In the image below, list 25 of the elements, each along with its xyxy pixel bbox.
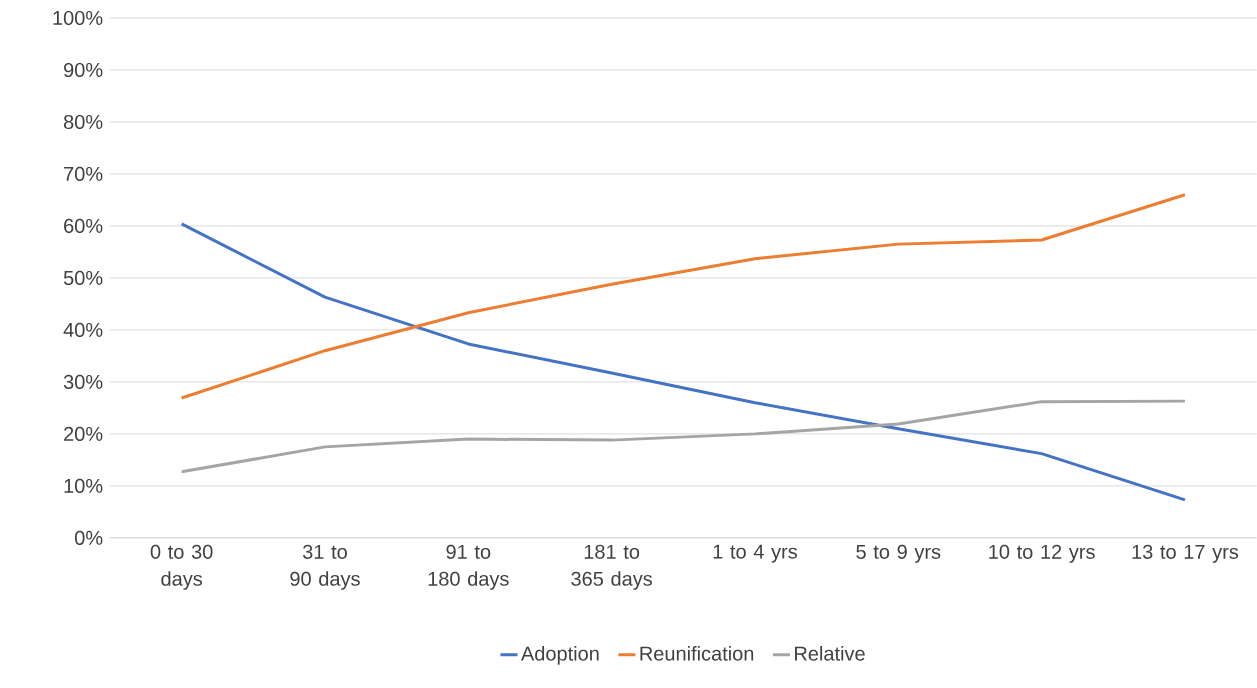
y-tick-label: 70% <box>64 166 103 182</box>
legend-label: Adoption <box>520 646 599 665</box>
x-tick-label: 10 to 12 yrs <box>989 544 1095 563</box>
x-tick-label: 31 to 90 days <box>290 544 360 590</box>
y-tick-label: 100% <box>53 11 103 26</box>
y-tick-label: 10% <box>64 478 103 494</box>
x-tick-label: 13 to 17 yrs <box>1132 544 1239 563</box>
y-tick-label: 80% <box>63 114 103 130</box>
legend-label: Reunification <box>640 646 754 661</box>
x-tick-label: 1 to 4 yrs <box>713 544 797 563</box>
y-tick-label: 40% <box>63 322 103 338</box>
y-tick-label: 50% <box>63 270 103 286</box>
y-tick-label: 30% <box>63 374 103 390</box>
y-tick-label: 60% <box>64 218 103 234</box>
line-series <box>180 193 1187 400</box>
y-tick-label: 0% <box>74 530 103 546</box>
line-series <box>180 399 1187 474</box>
x-tick-label: 181 to 365 days <box>571 544 653 590</box>
line-series <box>180 222 1187 502</box>
x-tick-label: 5 to 9 yrs <box>856 544 941 563</box>
x-tick-label: 0 to 30 days <box>150 544 213 590</box>
x-tick-label: 91 to 180 days <box>428 544 509 590</box>
y-tick-label: 20% <box>64 426 103 442</box>
y-tick-label: 90% <box>64 62 103 78</box>
legend-label: Relative <box>795 646 865 661</box>
